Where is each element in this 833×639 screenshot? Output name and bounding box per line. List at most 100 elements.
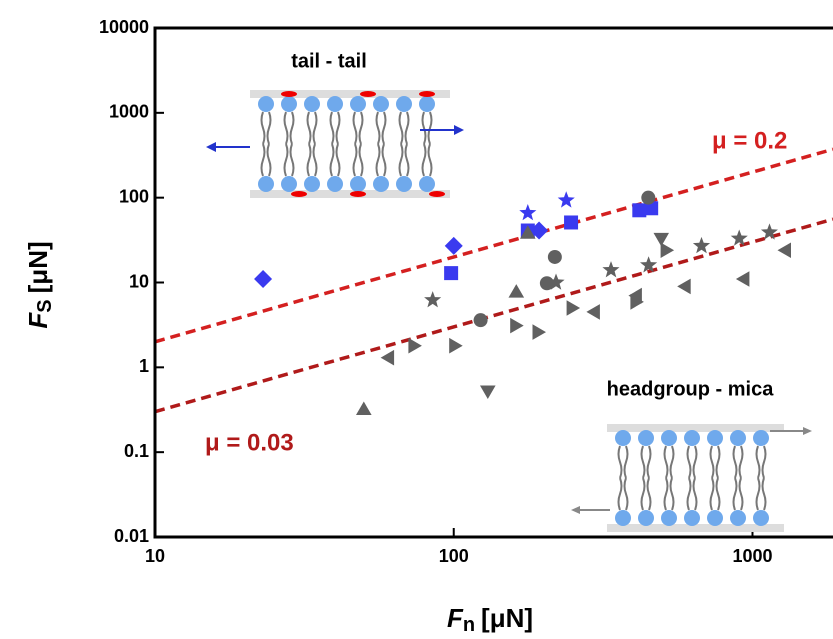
tail [312,143,318,177]
data-point [644,201,659,216]
data-point [632,203,647,218]
y-axis-label-part: [μN] [23,241,53,293]
headgroup [327,96,343,112]
tail [260,143,266,177]
arrow-head [803,427,812,435]
x-axis-label: Fn [μN] [447,603,533,636]
tail [761,445,767,479]
y-axis-label: FS [μN] [23,241,56,328]
data-point [547,249,562,264]
tail [732,445,738,479]
y-tick-label: 100 [119,186,149,206]
tail [640,477,646,511]
tail [686,445,692,479]
data-point [653,232,669,247]
tail [381,111,387,145]
headgroup [373,176,389,192]
headgroup [684,430,700,446]
line-label: μ = 0.2 [712,127,787,154]
tail [646,477,652,511]
headgroup [684,510,700,526]
mica-top [250,90,450,98]
data-point [424,291,442,308]
y-tick-label: 0.01 [114,526,149,546]
x-axis-label-part: F [447,603,464,633]
tail [617,445,623,479]
red-mark [419,91,435,97]
axis-frame [153,26,833,539]
data-point [408,337,422,354]
tail [640,445,646,479]
tail [738,477,744,511]
tail [358,143,364,177]
data-point [777,242,791,258]
data-point [473,313,488,328]
y-tick-label: 10000 [99,17,149,37]
tail [709,477,715,511]
red-mark [429,191,445,197]
red-mark [350,191,366,197]
tail [427,143,433,177]
data-point [532,324,546,340]
tail [715,445,721,479]
tail [715,477,721,511]
mica-top [607,424,784,432]
tail [312,111,318,145]
tail [306,111,312,145]
headgroup [707,430,723,446]
tail [692,477,698,511]
tail [755,445,761,479]
tail [335,143,341,177]
headgroup [258,96,274,112]
tail [283,143,289,177]
headgroup [753,430,769,446]
arrow-head [206,142,216,152]
headgroup [753,510,769,526]
inset-label: headgroup - mica [607,378,775,400]
tail [404,111,410,145]
headgroup [730,510,746,526]
headgroup [615,430,631,446]
data-point [449,337,463,354]
red-mark [291,191,307,197]
tail [289,143,295,177]
headgroup [661,510,677,526]
y-axis-label-part: S [34,299,56,312]
inset-label: tail - tail [291,50,367,72]
data-point [660,242,675,258]
tail [709,445,715,479]
tail [289,111,295,145]
headgroup [615,510,631,526]
red-mark [281,91,297,97]
tail [398,143,404,177]
bilayer-diagram [607,424,784,532]
data-point [641,190,656,205]
y-tick-label: 1000 [109,102,149,122]
tail [732,477,738,511]
headgroup [396,96,412,112]
tail [352,111,358,145]
data-point [380,349,395,366]
tail [306,143,312,177]
tail [738,445,744,479]
tail [761,477,767,511]
plot-area [155,147,833,415]
data-point [640,256,658,273]
data-point [692,236,711,254]
data-point [547,273,565,290]
headgroup [350,176,366,192]
friction-line [155,147,833,344]
arrow-head [454,125,464,135]
headgroup [304,176,320,192]
headgroup [419,96,435,112]
red-mark [360,91,376,97]
tail [404,143,410,177]
tail [381,143,387,177]
data-point [566,300,581,316]
headgroup [327,176,343,192]
data-point [564,215,579,230]
y-tick-label: 10 [129,271,149,291]
tail [358,111,364,145]
bilayer-diagram [250,90,450,198]
x-tick-label: 10 [145,546,165,566]
